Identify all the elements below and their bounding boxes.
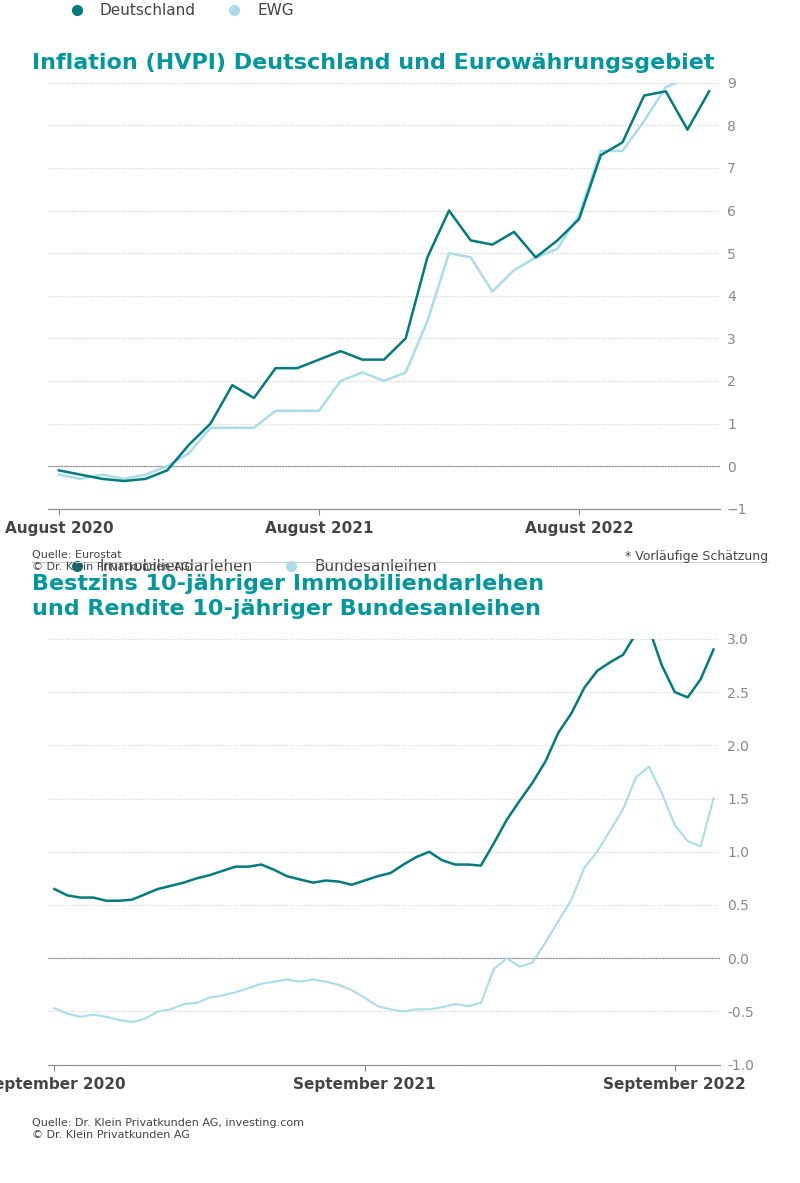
Text: Quelle: Eurostat
© Dr. Klein Privatkunden AG: Quelle: Eurostat © Dr. Klein Privatkunde… [32,550,190,571]
Text: Inflation (HVPI) Deutschland und Eurowährungsgebiet: Inflation (HVPI) Deutschland und Eurowäh… [32,53,714,73]
Legend: Deutschland, EWG: Deutschland, EWG [56,0,300,24]
Legend: Immobiliendarlehen, Bundesanleihen: Immobiliendarlehen, Bundesanleihen [56,552,443,580]
Text: Quelle: Dr. Klein Privatkunden AG, investing.com
© Dr. Klein Privatkunden AG: Quelle: Dr. Klein Privatkunden AG, inves… [32,1118,304,1139]
Text: * Vorläufige Schätzung: * Vorläufige Schätzung [625,550,768,563]
Text: Bestzins 10-jähriger Immobiliendarlehen
und Rendite 10-jähriger Bundesanleihen: Bestzins 10-jähriger Immobiliendarlehen … [32,574,544,619]
